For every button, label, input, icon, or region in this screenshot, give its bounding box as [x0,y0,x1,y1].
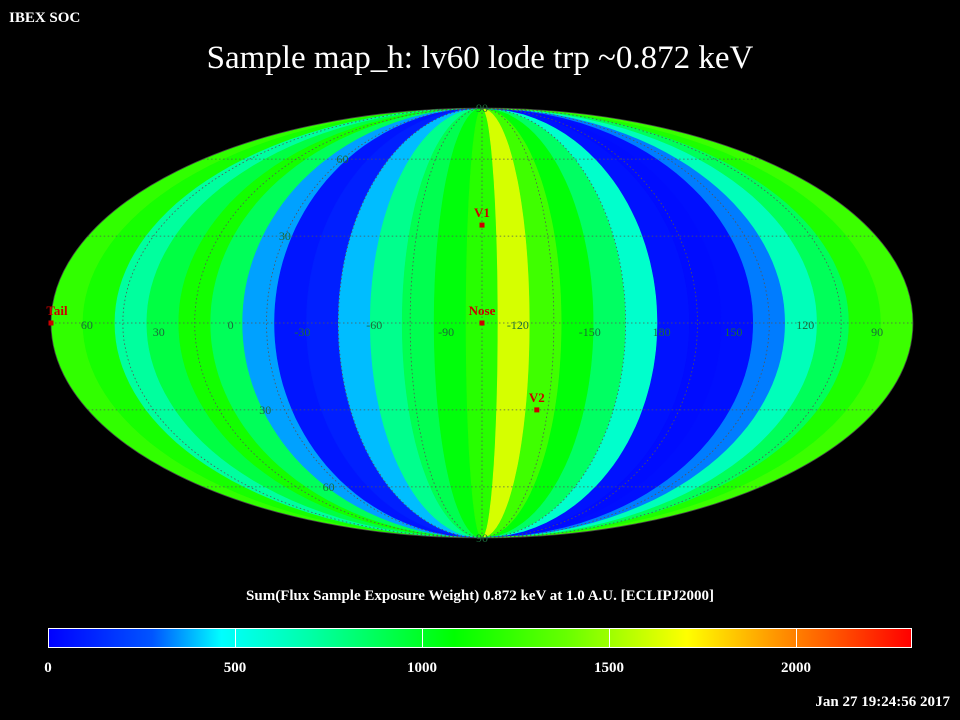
marker-label: V2 [529,390,545,405]
longitude-gridline [481,108,770,538]
latitude-label: 30 [259,403,271,417]
latitude-label: 60 [337,152,349,166]
longitude-gridline [266,108,483,538]
latitude-label: 60 [323,480,335,494]
longitude-label: 30 [153,325,165,339]
longitude-label: 150 [724,325,742,339]
longitude-label: 180 [653,325,671,339]
marker-dot [534,407,540,413]
longitude-gridline [122,108,483,538]
colorbar-caption: Sum(Flux Sample Exposure Weight) 0.872 k… [246,588,714,604]
marker-label: V1 [474,205,490,220]
marker-label: Tail [46,303,68,318]
marker-dot [479,320,485,326]
longitude-label: 60 [81,318,93,332]
longitude-label: -90 [438,325,454,339]
colorbar-tick-label: 1500 [594,660,625,676]
longitude-label: -120 [507,318,529,332]
colorbar-tick-label: 500 [223,660,247,676]
longitude-label: 90 [871,325,883,339]
longitude-gridline [481,108,627,538]
colorbar-tick-label: 0 [44,660,52,676]
timestamp: Jan 27 19:24:56 2017 [815,694,950,710]
map-title: Sample map_h: lv60 lode trp ~0.872 keV [206,40,754,76]
longitude-label: 0 [228,318,234,332]
latitude-label: 90 [476,101,488,115]
colorbar-tick [235,629,236,647]
longitude-gridline [481,108,698,538]
marker-label: Nose [469,303,496,318]
colorbar-tick [422,629,424,647]
longitude-gridline [481,108,555,538]
latitude-label: 90 [476,531,488,545]
longitude-label: -30 [294,325,310,339]
colorbar-tick [796,629,798,647]
longitude-gridline [337,108,483,538]
longitude-gridline [194,108,483,538]
longitude-label: -60 [366,318,382,332]
colorbar-tick [609,629,611,647]
colorbar-tick-label: 1000 [407,660,438,676]
colorbar [48,628,912,648]
longitude-label: -150 [579,325,601,339]
longitude-gridline [481,108,842,538]
longitude-gridline [409,108,483,538]
colorbar-tick-label: 2000 [781,660,812,676]
marker-dot [48,320,54,326]
org-label: IBEX SOC [9,10,81,26]
longitude-label: 120 [796,318,814,332]
latitude-label: 30 [279,229,291,243]
marker-dot [479,222,485,228]
